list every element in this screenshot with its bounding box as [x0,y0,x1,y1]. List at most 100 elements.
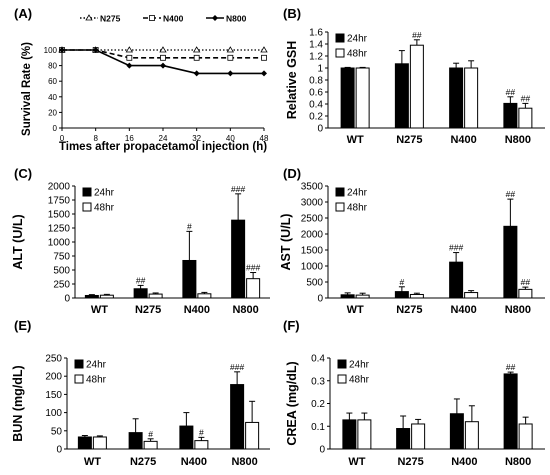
panel-d: (D) 0 500 1000 1500 2000 2500 3000 3500 AST (U/L)… [279,166,545,316]
bar-24hr [77,436,92,450]
significance-mark: ### [449,243,463,253]
y-tick-label: 40 [48,93,57,102]
significance-mark: # [148,429,153,439]
y-tick-label: 250 [53,280,70,291]
y-axis-title: BUN (mg/dL) [11,365,25,441]
y-axis-title: Survival Rate (%) [21,42,33,136]
y-tick-label: 0.2 [311,399,325,410]
y-axis-title: CREA (mg/dL) [285,361,299,445]
y-tick-label: 100 [44,46,58,55]
bar-24hr [394,291,409,299]
legend-label: 24hr [86,360,107,371]
y-tick-label: 1500 [48,210,71,221]
legend-label: 24hr [347,34,368,45]
data-point [92,47,99,53]
bar-48hr [409,293,424,299]
bar-48hr [355,67,370,129]
bar-48hr [246,278,261,299]
y-tick-label: 0.8 [309,76,323,87]
bar-24hr [230,384,245,450]
legend-label: 48hr [86,375,107,386]
y-axis-title: ALT (U/L) [11,214,25,269]
bar-24hr [449,413,464,450]
bar-24hr [342,419,357,450]
y-tick-label: 1000 [48,238,71,249]
y-tick-label: 1000 [301,262,324,273]
significance-mark: ## [521,277,531,287]
legend-swatch [82,202,92,212]
y-tick-label: 0.2 [309,112,323,123]
x-tick-label: 48 [260,134,269,143]
x-tick-label: 8 [93,134,98,143]
y-tick-label: 0.3 [311,376,325,387]
panel-label: (B) [283,6,301,21]
y-tick-label: 100 [45,408,62,419]
legend-label: 48hr [347,49,368,60]
x-tick-label: 16 [125,134,134,143]
data-point [261,54,267,61]
y-tick-label: 500 [53,266,70,277]
legend-label: 24hr [349,360,370,371]
bar-48hr [464,67,479,129]
category-label: N275 [135,304,161,316]
data-point [192,46,201,53]
y-tick-label: 3000 [301,198,324,209]
category-label: N800 [505,456,531,468]
data-point [160,54,166,61]
x-axis-title: Times after propacetamol injection (h) [59,141,267,153]
y-tick-label: 250 [45,354,62,365]
bar-48hr [99,294,114,299]
y-tick-label: 20 [48,108,57,117]
bar-48hr [518,423,533,450]
bar-24hr [182,259,197,299]
significance-mark: ## [412,30,422,40]
y-tick-label: 0 [64,294,70,305]
data-point [126,54,133,61]
y-tick-label: 0.1 [311,422,325,433]
y-tick-label: 80 [48,62,57,71]
significance-mark: ## [136,275,146,285]
y-tick-label: 2000 [48,182,71,193]
panel-b: (B) 00.20.40.60.811.21.41.6 Relative GSH WT… [283,6,545,146]
legend-label: N400 [163,14,184,24]
significance-mark: ### [246,263,260,273]
legend-label: 24hr [94,188,115,199]
bar-24hr [394,63,409,129]
bar-24hr [340,67,355,129]
panel-label: (E) [14,318,31,333]
legend-label: N800 [226,14,247,24]
y-tick-label: 500 [306,278,323,289]
y-tick-label: 1 [317,64,323,75]
y-tick-label: 60 [48,77,57,86]
bar-24hr [503,225,518,299]
category-label: N400 [451,456,477,468]
data-point [261,70,267,77]
y-tick-label: 3500 [301,182,324,193]
y-tick-label: 2500 [301,214,324,225]
bar-48hr [92,436,107,450]
category-label: WT [347,134,364,146]
y-tick-label: 1750 [48,196,71,207]
survival-line-n800 [62,49,264,75]
bar-24hr [449,67,464,129]
category-label: N800 [232,304,258,316]
x-tick-label: 0 [60,134,65,143]
significance-mark: ### [230,362,244,372]
bar-24hr [396,428,411,450]
bar-48hr [409,44,424,129]
panel-label: (D) [283,166,301,181]
y-tick-label: 0.6 [309,88,323,99]
legend-marker [149,15,155,21]
category-label: WT [347,304,364,316]
category-label: N275 [396,304,422,316]
data-point [59,47,65,53]
category-label: WT [91,304,108,316]
y-tick-label: 0 [53,124,58,133]
legend-marker [212,15,218,21]
bar-24hr [84,294,99,299]
data-point [227,70,234,77]
legend-label: 48hr [347,203,368,214]
panel-label: (F) [283,318,300,333]
data-point [125,46,134,53]
legend-swatch [335,202,345,212]
